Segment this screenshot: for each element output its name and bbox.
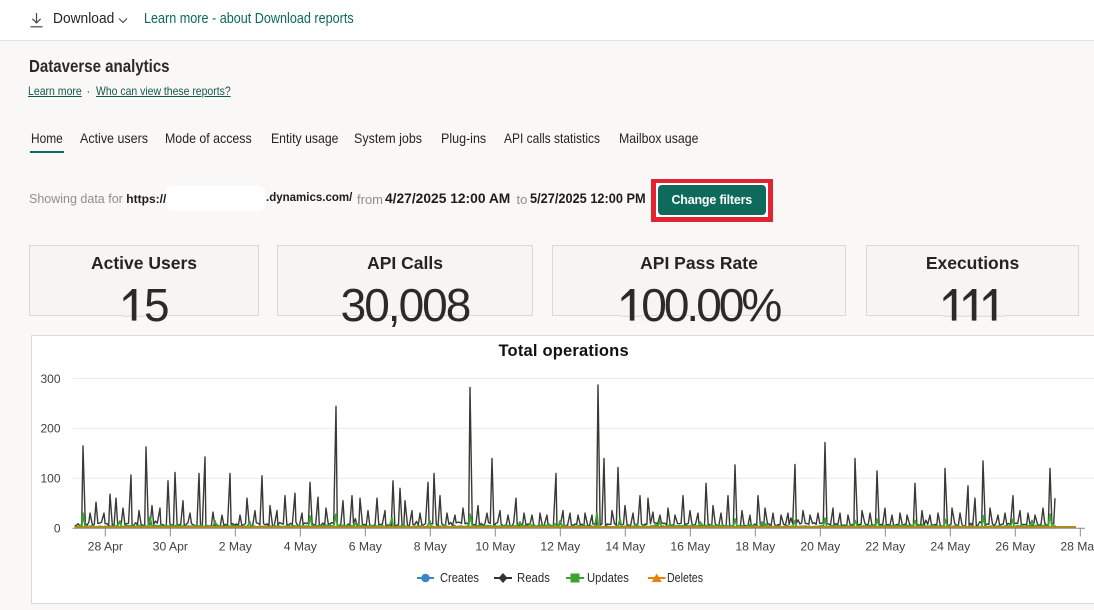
svg-text:14 May: 14 May xyxy=(605,540,646,554)
svg-text:10 May: 10 May xyxy=(475,540,516,554)
svg-text:20 May: 20 May xyxy=(800,540,841,554)
svg-text:24 May: 24 May xyxy=(930,540,971,554)
svg-text:4 May: 4 May xyxy=(284,540,318,554)
svg-text:200: 200 xyxy=(40,422,60,436)
svg-text:22 May: 22 May xyxy=(865,540,906,554)
svg-text:18 May: 18 May xyxy=(735,540,776,554)
svg-text:300: 300 xyxy=(40,372,60,386)
svg-text:0: 0 xyxy=(54,521,61,535)
svg-text:12 May: 12 May xyxy=(540,540,581,554)
svg-text:2 May: 2 May xyxy=(219,540,253,554)
svg-text:28 Apr: 28 Apr xyxy=(88,540,123,554)
svg-text:26 May: 26 May xyxy=(995,540,1036,554)
svg-text:28 May: 28 May xyxy=(1060,540,1094,554)
svg-text:100: 100 xyxy=(40,472,60,486)
svg-text:8 May: 8 May xyxy=(414,540,448,554)
svg-text:6 May: 6 May xyxy=(349,540,383,554)
svg-text:30 Apr: 30 Apr xyxy=(153,540,188,554)
svg-text:16 May: 16 May xyxy=(670,540,711,554)
